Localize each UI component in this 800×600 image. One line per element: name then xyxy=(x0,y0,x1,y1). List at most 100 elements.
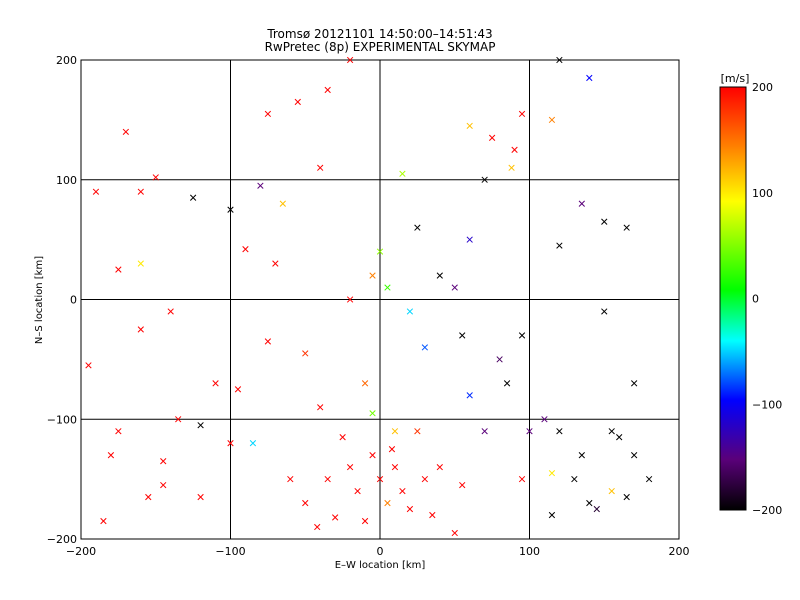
data-point xyxy=(317,404,324,411)
data-point xyxy=(406,308,414,315)
x-tick-labels: −200 −100 0 100 200 xyxy=(66,545,690,558)
grid-lines xyxy=(81,60,679,539)
y-tick-label: 0 xyxy=(70,294,77,307)
data-point xyxy=(339,434,346,441)
x-tick-label: 100 xyxy=(519,545,540,558)
data-point xyxy=(152,174,159,181)
data-point xyxy=(466,122,473,130)
data-point xyxy=(421,475,429,483)
data-point xyxy=(107,452,115,459)
data-point xyxy=(488,134,496,141)
data-point xyxy=(451,284,458,291)
data-point xyxy=(227,206,234,213)
data-point xyxy=(346,463,354,471)
data-point xyxy=(314,523,321,531)
data-point xyxy=(137,326,144,333)
data-point xyxy=(556,428,563,435)
data-point xyxy=(264,110,272,118)
data-point xyxy=(436,463,443,471)
data-point xyxy=(406,505,414,513)
data-point xyxy=(541,416,548,423)
data-point xyxy=(526,428,533,435)
data-point xyxy=(623,224,630,231)
data-point xyxy=(160,458,167,465)
data-point xyxy=(160,481,167,489)
y-tick-label: −100 xyxy=(47,413,77,426)
data-point xyxy=(578,200,585,207)
data-point xyxy=(481,176,488,183)
data-point xyxy=(242,246,249,253)
data-point xyxy=(100,517,107,525)
data-point xyxy=(317,164,324,171)
data-points xyxy=(85,56,653,537)
x-tick-label: 0 xyxy=(377,545,384,558)
data-point xyxy=(388,446,396,453)
data-point xyxy=(175,416,182,423)
data-point xyxy=(279,200,286,207)
data-point xyxy=(608,487,615,495)
data-point xyxy=(496,356,503,363)
data-point xyxy=(145,493,152,501)
data-point xyxy=(601,308,608,315)
colorbar-tick-label: 0 xyxy=(752,293,759,306)
data-point xyxy=(518,110,526,118)
data-point xyxy=(331,514,339,521)
data-point xyxy=(249,440,257,447)
x-axis-label: E–W location [km] xyxy=(335,560,426,571)
data-point xyxy=(399,487,406,495)
data-point xyxy=(369,452,376,459)
data-point xyxy=(459,481,466,489)
colorbar-tick-label: −200 xyxy=(752,504,782,517)
data-point xyxy=(167,308,174,315)
data-point xyxy=(272,260,279,267)
colorbar-tick-label: −100 xyxy=(752,398,782,411)
data-point xyxy=(361,517,369,525)
colorbar-label: [m/s] xyxy=(721,72,750,85)
data-point xyxy=(414,224,421,231)
colorbar xyxy=(719,86,747,511)
data-point xyxy=(354,487,361,495)
data-point xyxy=(189,194,197,201)
data-point xyxy=(346,56,354,64)
data-point xyxy=(623,493,630,501)
data-point xyxy=(92,188,100,195)
data-point xyxy=(264,338,272,345)
colorbar-tick-label: 100 xyxy=(752,187,773,200)
data-point xyxy=(369,410,376,417)
data-point xyxy=(630,380,638,387)
data-point xyxy=(384,499,391,507)
data-point xyxy=(548,116,556,124)
data-point xyxy=(376,475,384,483)
data-point xyxy=(137,188,144,195)
y-tick-label: −200 xyxy=(47,533,77,546)
data-point xyxy=(586,74,593,82)
data-point xyxy=(85,362,92,369)
data-point xyxy=(518,475,526,483)
data-point xyxy=(503,380,511,387)
data-point xyxy=(376,248,384,255)
data-point xyxy=(361,380,369,387)
data-point xyxy=(391,428,399,435)
data-point xyxy=(197,422,204,429)
data-point xyxy=(287,475,294,483)
data-point xyxy=(302,350,309,357)
data-point xyxy=(511,146,518,153)
y-tick-labels: −200 −100 0 100 200 xyxy=(47,54,77,546)
colorbar-tick-labels: 200 100 0 −100 −200 xyxy=(752,81,782,517)
colorbar-tick-label: 200 xyxy=(752,81,773,94)
data-point xyxy=(346,296,354,303)
data-point xyxy=(578,452,585,459)
data-point xyxy=(556,56,563,64)
data-point xyxy=(137,260,144,267)
data-point xyxy=(518,332,526,339)
y-axis-label: N–S location [km] xyxy=(34,256,45,344)
data-point xyxy=(459,332,466,339)
data-point xyxy=(601,218,608,225)
data-point xyxy=(384,284,391,291)
data-point xyxy=(115,428,122,435)
data-point xyxy=(451,529,458,537)
data-point xyxy=(414,428,421,435)
data-point xyxy=(324,86,331,94)
data-point xyxy=(197,493,204,501)
